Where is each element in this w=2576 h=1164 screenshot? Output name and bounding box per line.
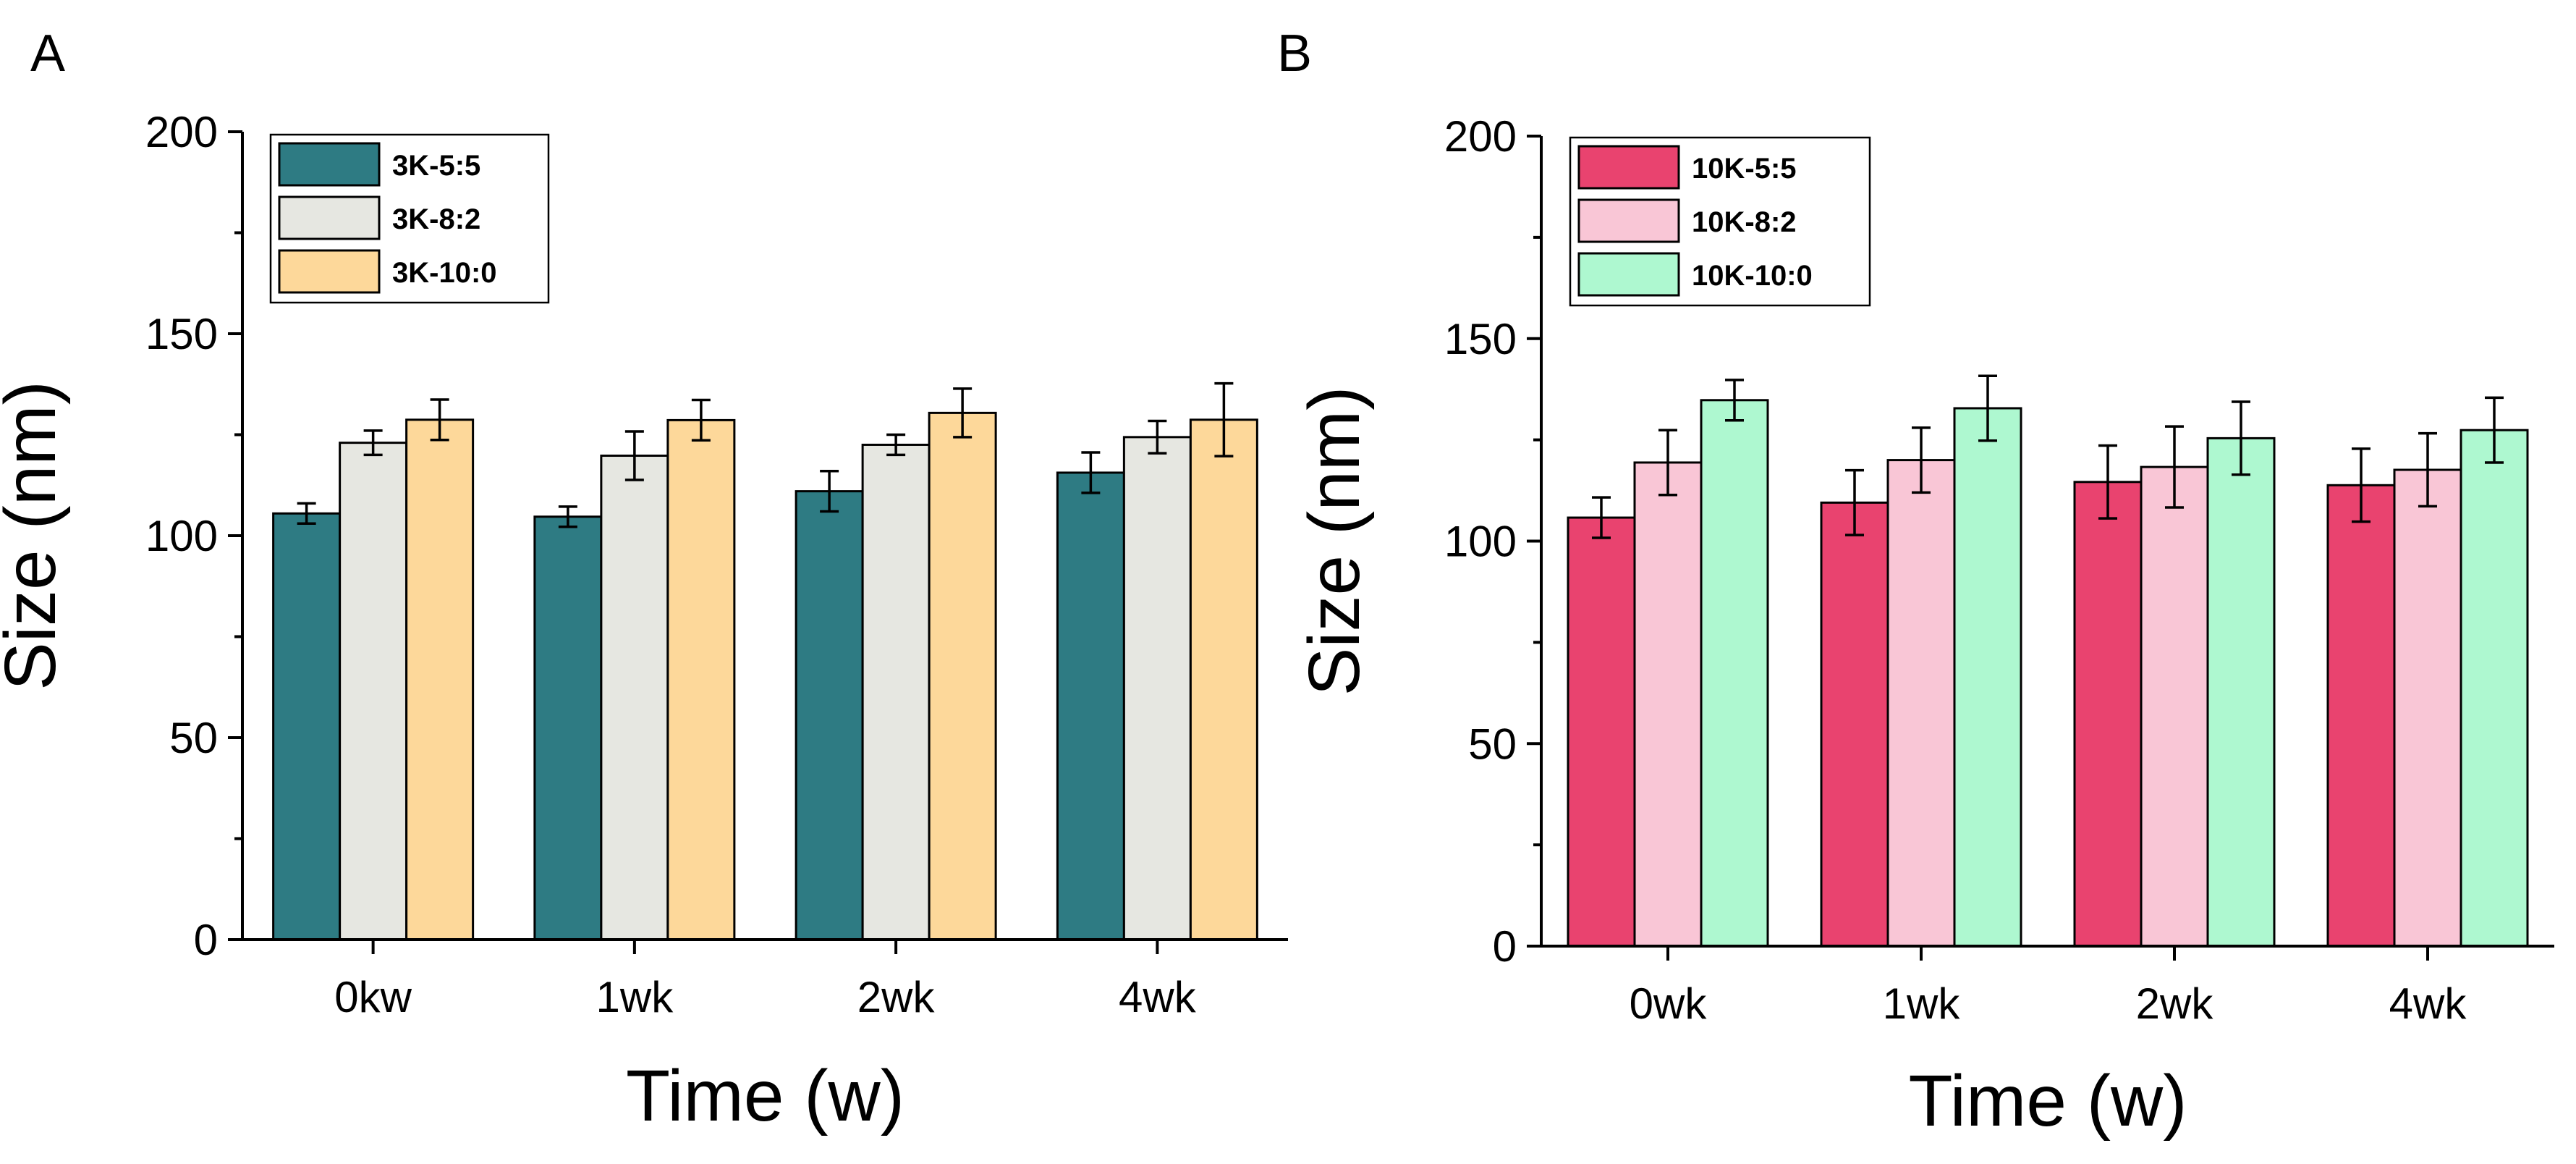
legend-label-3K-10:0: 3K-10:0 <box>392 257 497 289</box>
legend-label-10K-10:0: 10K-10:0 <box>1692 260 1813 292</box>
legend-label-3K-8:2: 3K-8:2 <box>392 203 480 235</box>
bar-3K-10:0-1wk <box>666 418 736 941</box>
legend-swatch-3K-8:2 <box>278 195 381 240</box>
legend-swatch-10K-5:5 <box>1577 145 1680 190</box>
bar-3K-8:2-2wk <box>861 443 931 941</box>
legend-swatch-3K-10:0 <box>278 249 381 294</box>
y-tick-label: 50 <box>1468 720 1517 768</box>
x-tick-label: 0wk <box>1630 979 1708 1028</box>
bar-10K-8:2-1wk <box>1886 459 1956 948</box>
error-bar-3K-5:5-2wk <box>820 469 839 513</box>
bar-10K-5:5-1wk <box>1820 501 1889 948</box>
x-tick-label: 2wk <box>2136 979 2214 1028</box>
error-bar-3K-10:0-1wk <box>691 398 711 442</box>
error-bar-10K-10:0-4wk <box>2485 396 2504 464</box>
y-tick-label: 100 <box>1444 518 1517 566</box>
y-axis-title: Size (nm) <box>0 381 71 691</box>
y-tick-label: 200 <box>145 108 218 156</box>
bar-10K-5:5-0wk <box>1567 516 1636 948</box>
error-bar-3K-10:0-0kw <box>430 398 449 442</box>
y-tick-label: 100 <box>145 512 218 560</box>
bar-3K-5:5-4wk <box>1056 471 1125 941</box>
bar-10K-8:2-4wk <box>2393 468 2462 948</box>
bar-3K-10:0-2wk <box>928 411 997 941</box>
error-bar-10K-10:0-1wk <box>1978 374 1997 442</box>
error-bar-10K-5:5-4wk <box>2352 447 2370 523</box>
error-bar-10K-8:2-0wk <box>1658 429 1677 497</box>
legend-swatch-3K-5:5 <box>278 142 381 187</box>
x-tick-label: 2wk <box>857 973 936 1021</box>
y-tick-label: 150 <box>145 310 218 358</box>
legend: 10K-5:5 10K-8:2 10K-10:0 <box>1569 136 1871 307</box>
error-bar-3K-8:2-4wk <box>1148 419 1167 455</box>
error-bar-3K-8:2-1wk <box>624 430 644 481</box>
chart-panel-b: B 0 50 100 150 200 0wk 1wk 2wk 4wk Time (w) Size (n… <box>1277 25 2554 1142</box>
y-tick-label: 50 <box>169 714 218 762</box>
error-bar-10K-10:0-0wk <box>1725 379 1744 422</box>
panel-label: A <box>30 25 65 83</box>
error-bar-3K-10:0-2wk <box>953 387 973 439</box>
x-tick-label: 1wk <box>1883 979 1961 1028</box>
x-tick-label: 4wk <box>1119 973 1197 1021</box>
y-axis-title: Size (nm) <box>1294 387 1375 696</box>
bar-3K-8:2-1wk <box>600 455 669 941</box>
legend-swatch-10K-10:0 <box>1577 252 1680 297</box>
bar-10K-10:0-2wk <box>2206 436 2276 948</box>
error-bar-10K-8:2-4wk <box>2418 431 2437 508</box>
error-bar-3K-5:5-4wk <box>1081 451 1101 494</box>
legend-swatch-10K-8:2 <box>1577 198 1680 243</box>
bar-3K-10:0-0kw <box>405 418 475 941</box>
bar-3K-5:5-2wk <box>795 490 864 941</box>
y-tick-label: 150 <box>1444 315 1517 363</box>
error-bar-10K-5:5-0wk <box>1592 496 1611 539</box>
bar-3K-8:2-4wk <box>1122 436 1192 941</box>
x-tick-label: 1wk <box>596 973 674 1021</box>
error-bar-3K-5:5-0kw <box>297 502 316 526</box>
legend-label-3K-5:5: 3K-5:5 <box>392 150 480 182</box>
y-tick-label: 0 <box>1493 922 1517 971</box>
error-bar-10K-5:5-1wk <box>1845 468 1864 536</box>
error-bar-10K-5:5-2wk <box>2098 444 2117 520</box>
bar-3K-10:0-4wk <box>1189 418 1258 941</box>
error-bar-3K-10:0-4wk <box>1214 381 1234 457</box>
x-axis-title: Time (w) <box>626 1055 904 1136</box>
legend-label-10K-5:5: 10K-5:5 <box>1692 153 1797 185</box>
error-bar-3K-5:5-1wk <box>558 505 577 528</box>
y-tick-label: 200 <box>1444 112 1517 161</box>
error-bar-3K-8:2-0kw <box>363 429 383 457</box>
legend: 3K-5:5 3K-8:2 3K-10:0 <box>269 133 550 304</box>
bar-3K-5:5-0kw <box>272 512 342 941</box>
bar-3K-8:2-0kw <box>339 442 408 941</box>
bar-10K-10:0-0wk <box>1700 399 1769 948</box>
error-bar-10K-8:2-1wk <box>1912 426 1931 494</box>
bar-10K-8:2-2wk <box>2140 465 2209 948</box>
x-axis-title: Time (w) <box>1908 1060 2187 1142</box>
bar-3K-5:5-1wk <box>533 515 603 941</box>
x-tick-label: 0kw <box>334 973 412 1021</box>
bar-10K-5:5-2wk <box>2073 481 2143 948</box>
x-tick-label: 4wk <box>2389 979 2467 1028</box>
bar-10K-10:0-4wk <box>2460 429 2529 948</box>
y-tick-label: 0 <box>194 916 218 964</box>
legend-label-10K-8:2: 10K-8:2 <box>1692 206 1797 238</box>
bar-10K-5:5-4wk <box>2326 484 2396 948</box>
error-bar-10K-8:2-2wk <box>2165 425 2184 509</box>
error-bar-3K-8:2-2wk <box>886 433 906 457</box>
panel-label: B <box>1277 25 1312 83</box>
chart-panel-a: A 0 50 100 150 200 0kw 1wk 2wk 4wk Time (w) Size (n… <box>0 25 1288 1136</box>
error-bar-10K-10:0-2wk <box>2232 400 2250 476</box>
bar-10K-10:0-1wk <box>1953 407 2022 948</box>
bar-10K-8:2-0wk <box>1633 461 1703 948</box>
